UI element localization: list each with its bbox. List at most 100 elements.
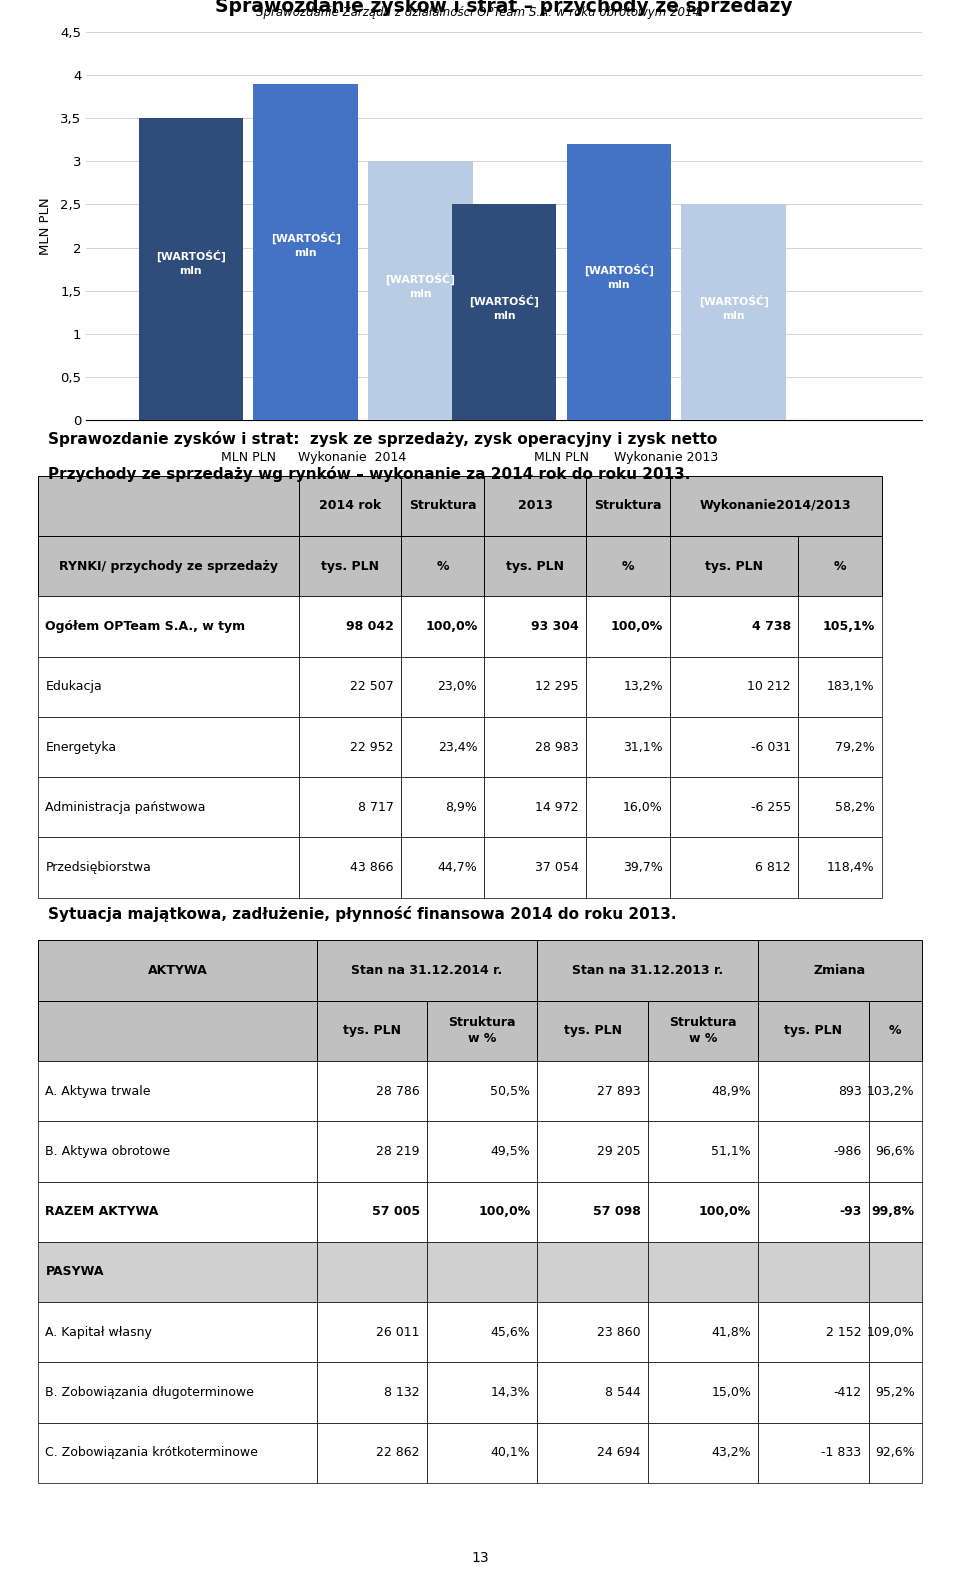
Bar [452, 205, 556, 420]
Text: B. Aktywa obrotowe: B. Aktywa obrotowe [45, 1145, 171, 1158]
Text: tys. PLN: tys. PLN [784, 1025, 843, 1037]
Text: [WARTOŚĆ]
mln: [WARTOŚĆ] mln [469, 295, 539, 322]
Bar [427, 1001, 538, 1061]
Text: -93: -93 [839, 1205, 861, 1218]
Bar [758, 1362, 869, 1423]
Bar [869, 1242, 922, 1302]
Text: 48,9%: 48,9% [711, 1085, 751, 1098]
Text: PASYWA: PASYWA [45, 1266, 104, 1278]
Bar [38, 536, 299, 596]
Text: 37 054: 37 054 [535, 861, 579, 874]
Text: 109,0%: 109,0% [867, 1326, 915, 1339]
Bar [299, 536, 400, 596]
Bar [648, 1302, 758, 1362]
Text: 100,0%: 100,0% [699, 1205, 751, 1218]
Bar [538, 1423, 648, 1483]
Bar [485, 596, 586, 657]
Text: %: % [436, 560, 448, 573]
Text: Struktura
w %: Struktura w % [448, 1017, 516, 1045]
Bar [38, 1362, 317, 1423]
Text: Energetyka: Energetyka [45, 741, 116, 753]
Bar [670, 837, 798, 898]
Text: AKTYWA: AKTYWA [148, 964, 207, 977]
Bar [427, 1242, 538, 1302]
Text: tys. PLN: tys. PLN [705, 560, 763, 573]
Bar [670, 596, 798, 657]
Text: Sprawozdanie Zarządu z działalności OPTeam S.A. w roku obrotowym 2014.: Sprawozdanie Zarządu z działalności OPTe… [256, 5, 704, 19]
Text: Wykonanie  2014: Wykonanie 2014 [299, 452, 407, 465]
Bar [427, 1302, 538, 1362]
Text: -6 031: -6 031 [751, 741, 791, 753]
Bar [869, 1182, 922, 1242]
Bar [682, 205, 786, 420]
Text: Wykonanie2014/2013: Wykonanie2014/2013 [700, 500, 852, 512]
Text: 41,8%: 41,8% [711, 1326, 751, 1339]
Bar [38, 1061, 317, 1121]
Text: A. Kapitał własny: A. Kapitał własny [45, 1326, 153, 1339]
Bar [400, 717, 485, 777]
Bar [758, 940, 922, 1001]
Bar [538, 1242, 648, 1302]
Text: A. Aktywa trwale: A. Aktywa trwale [45, 1085, 151, 1098]
Text: 2014 rok: 2014 rok [319, 500, 381, 512]
Text: C. Zobowiązania krótkoterminowe: C. Zobowiązania krótkoterminowe [45, 1446, 258, 1459]
Bar [648, 1423, 758, 1483]
Bar [758, 1242, 869, 1302]
Bar [317, 1423, 427, 1483]
Text: Zmiana: Zmiana [814, 964, 866, 977]
Bar [798, 717, 882, 777]
Bar [758, 1001, 869, 1061]
Text: 12 295: 12 295 [536, 680, 579, 693]
Text: RYNKI/ przychody ze sprzedaży: RYNKI/ przychody ze sprzedaży [60, 560, 278, 573]
Text: Struktura: Struktura [409, 500, 476, 512]
Bar [299, 596, 400, 657]
Bar [38, 1302, 317, 1362]
Text: 95,2%: 95,2% [875, 1386, 915, 1399]
Bar [586, 476, 670, 536]
Text: Struktura: Struktura [594, 500, 661, 512]
Text: 28 786: 28 786 [376, 1085, 420, 1098]
Bar [798, 837, 882, 898]
Text: 98 042: 98 042 [346, 620, 394, 633]
Bar [485, 777, 586, 837]
Bar [485, 476, 586, 536]
Bar [138, 117, 243, 420]
Bar [400, 837, 485, 898]
Text: %: % [833, 560, 846, 573]
Text: 100,0%: 100,0% [425, 620, 477, 633]
Text: 22 862: 22 862 [376, 1446, 420, 1459]
Bar [485, 837, 586, 898]
Bar [299, 657, 400, 717]
Bar [670, 657, 798, 717]
Bar [317, 1001, 427, 1061]
Bar [485, 657, 586, 717]
Text: 118,4%: 118,4% [828, 861, 875, 874]
Text: Stan na 31.12.2013 r.: Stan na 31.12.2013 r. [572, 964, 724, 977]
Text: 14 972: 14 972 [536, 801, 579, 814]
Bar [869, 1121, 922, 1182]
Text: 31,1%: 31,1% [623, 741, 662, 753]
Text: 4 738: 4 738 [752, 620, 791, 633]
Bar [38, 1001, 317, 1061]
Text: 22 952: 22 952 [350, 741, 394, 753]
Text: 99,8%: 99,8% [872, 1205, 915, 1218]
Bar [400, 476, 485, 536]
Text: Ogółem OPTeam S.A., w tym: Ogółem OPTeam S.A., w tym [45, 620, 246, 633]
Text: RAZEM AKTYWA: RAZEM AKTYWA [45, 1205, 158, 1218]
Bar [317, 1242, 427, 1302]
Text: 13,2%: 13,2% [623, 680, 662, 693]
Bar [670, 777, 798, 837]
Bar [538, 1182, 648, 1242]
Bar [586, 536, 670, 596]
Text: 10 212: 10 212 [748, 680, 791, 693]
Text: Przedsiębiorstwa: Przedsiębiorstwa [45, 861, 152, 874]
Text: 183,1%: 183,1% [828, 680, 875, 693]
Text: 100,0%: 100,0% [611, 620, 662, 633]
Text: 23,0%: 23,0% [438, 680, 477, 693]
Text: MLN PLN: MLN PLN [534, 452, 588, 465]
Bar [758, 1302, 869, 1362]
Text: Sytuacja majątkowa, zadłużenie, płynność finansowa 2014 do roku 2013.: Sytuacja majątkowa, zadłużenie, płynność… [48, 906, 677, 921]
Bar [427, 1362, 538, 1423]
Y-axis label: MLN PLN: MLN PLN [39, 197, 52, 255]
Bar [648, 1242, 758, 1302]
